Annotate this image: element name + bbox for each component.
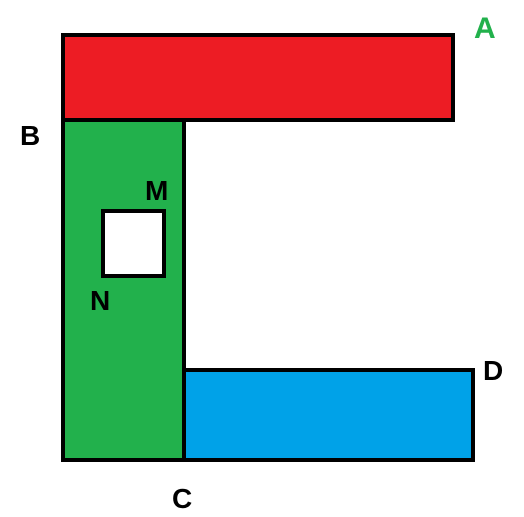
- label-d: D: [483, 355, 503, 386]
- left-bar: [61, 118, 186, 462]
- bottom-bar: [182, 368, 475, 462]
- top-bar: [61, 33, 455, 122]
- label-b: B: [20, 120, 40, 151]
- label-a: A: [474, 12, 496, 45]
- label-c: C: [172, 483, 192, 514]
- label-n: N: [90, 285, 110, 316]
- label-m: M: [145, 175, 168, 206]
- square-hole: [101, 209, 166, 278]
